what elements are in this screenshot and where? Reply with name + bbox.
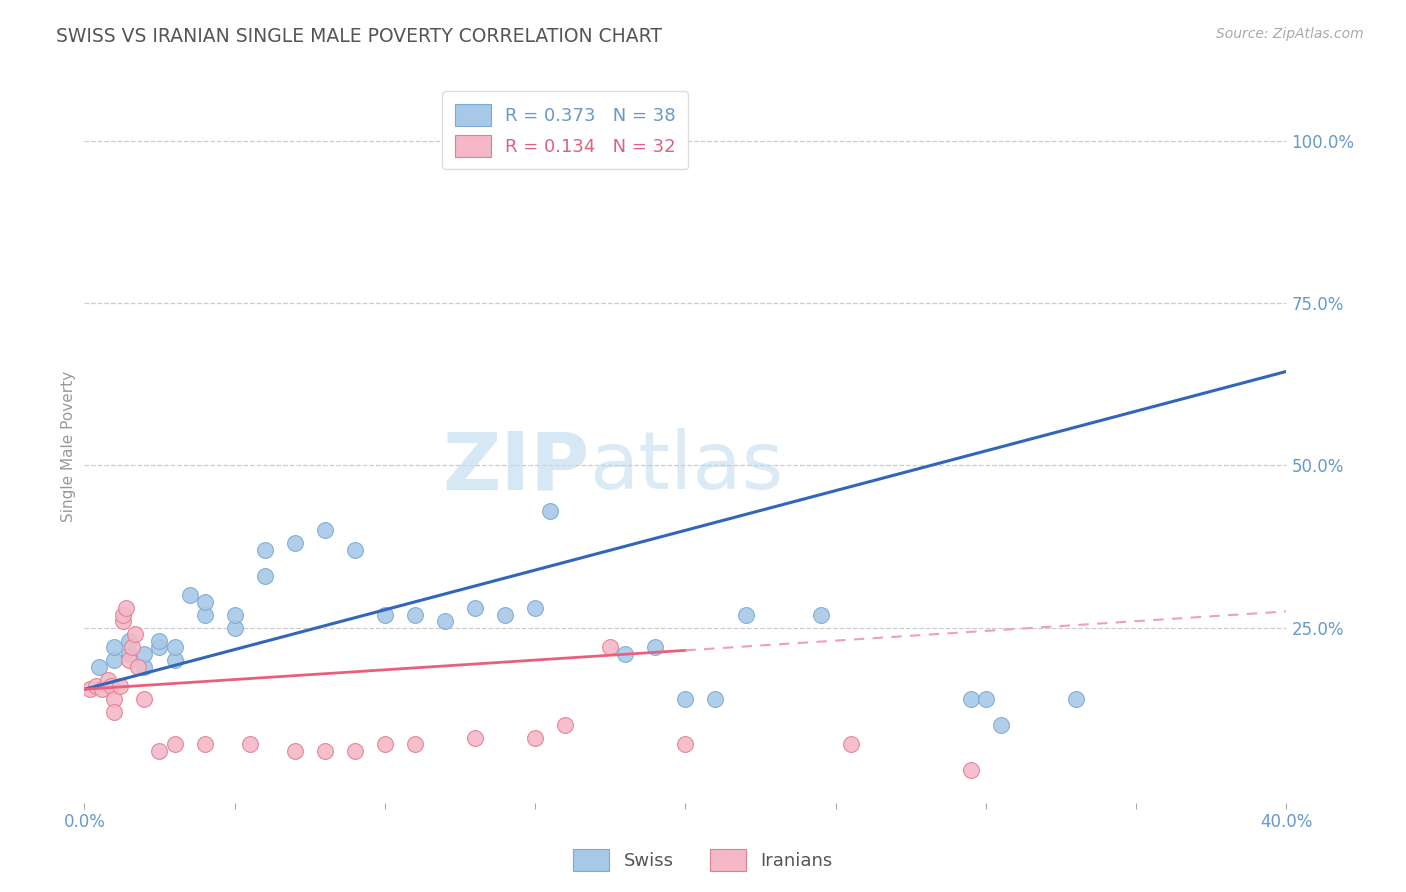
Text: atlas: atlas — [589, 428, 783, 507]
Point — [86, 679, 108, 693]
Point — [374, 607, 396, 622]
Point — [121, 640, 143, 654]
Point — [134, 659, 156, 673]
Point — [194, 738, 217, 752]
Point — [224, 607, 246, 622]
Point — [704, 692, 727, 706]
Point — [103, 692, 125, 706]
Point — [97, 673, 120, 687]
Point — [675, 692, 697, 706]
Point — [839, 738, 862, 752]
Point — [103, 705, 125, 719]
Point — [404, 738, 426, 752]
Point — [343, 542, 366, 557]
Point — [115, 601, 138, 615]
Point — [810, 607, 832, 622]
Point — [118, 653, 141, 667]
Point — [134, 692, 156, 706]
Point — [464, 731, 486, 745]
Point — [112, 607, 135, 622]
Point — [734, 607, 756, 622]
Point — [112, 614, 135, 628]
Point — [224, 621, 246, 635]
Point — [464, 601, 486, 615]
Point — [179, 588, 201, 602]
Point — [148, 744, 170, 758]
Point — [253, 542, 276, 557]
Point — [284, 744, 307, 758]
Point — [127, 659, 149, 673]
Point — [148, 633, 170, 648]
Point — [100, 679, 122, 693]
Point — [194, 607, 217, 622]
Point — [91, 682, 114, 697]
Point — [434, 614, 457, 628]
Point — [194, 595, 217, 609]
Point — [163, 653, 186, 667]
Point — [148, 640, 170, 654]
Point — [163, 738, 186, 752]
Point — [675, 738, 697, 752]
Point — [89, 659, 111, 673]
Point — [599, 640, 621, 654]
Point — [314, 744, 336, 758]
Point — [134, 647, 156, 661]
Legend: Swiss, Iranians: Swiss, Iranians — [567, 842, 839, 879]
Point — [374, 738, 396, 752]
Point — [118, 647, 141, 661]
Point — [960, 692, 983, 706]
Point — [538, 504, 561, 518]
Text: ZIP: ZIP — [441, 428, 589, 507]
Point — [103, 640, 125, 654]
Text: SWISS VS IRANIAN SINGLE MALE POVERTY CORRELATION CHART: SWISS VS IRANIAN SINGLE MALE POVERTY COR… — [56, 27, 662, 45]
Point — [644, 640, 666, 654]
Point — [974, 692, 997, 706]
Point — [524, 601, 547, 615]
Point — [103, 653, 125, 667]
Point — [118, 633, 141, 648]
Point — [124, 627, 146, 641]
Point — [990, 718, 1012, 732]
Point — [343, 744, 366, 758]
Point — [253, 568, 276, 582]
Point — [239, 738, 262, 752]
Legend: R = 0.373   N = 38, R = 0.134   N = 32: R = 0.373 N = 38, R = 0.134 N = 32 — [441, 91, 689, 169]
Point — [404, 607, 426, 622]
Point — [314, 524, 336, 538]
Point — [960, 764, 983, 778]
Point — [163, 640, 186, 654]
Point — [79, 682, 101, 697]
Text: Source: ZipAtlas.com: Source: ZipAtlas.com — [1216, 27, 1364, 41]
Point — [110, 679, 132, 693]
Point — [1064, 692, 1087, 706]
Point — [494, 607, 516, 622]
Point — [524, 731, 547, 745]
Point — [614, 647, 637, 661]
Y-axis label: Single Male Poverty: Single Male Poverty — [60, 370, 76, 522]
Point — [284, 536, 307, 550]
Point — [554, 718, 576, 732]
